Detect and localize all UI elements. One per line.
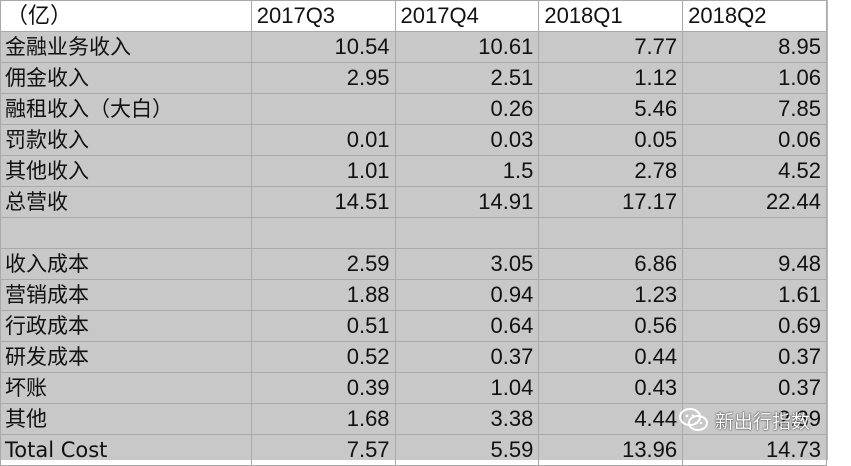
value-cell[interactable]: 1.61 [682, 279, 827, 311]
value-cell[interactable]: 0.56 [538, 310, 684, 342]
value-cell[interactable]: 5.46 [538, 93, 684, 125]
header-row: （亿） 2017Q3 2017Q4 2018Q1 2018Q2 [0, 0, 827, 32]
value-cell[interactable]: 1.04 [394, 372, 540, 404]
value-cell[interactable]: 1.88 [250, 279, 396, 311]
value-cell[interactable]: 7.57 [250, 434, 396, 466]
row-label-cell[interactable]: 行政成本 [0, 310, 252, 342]
table-row: 罚款收入 0.01 0.03 0.05 0.06 [0, 124, 827, 156]
value-cell[interactable] [394, 217, 540, 249]
row-label-cell[interactable]: 营销成本 [0, 279, 252, 311]
row-label-cell[interactable]: 金融业务收入 [0, 31, 252, 63]
row-label-cell[interactable]: 融租收入（大白） [0, 93, 252, 125]
value-cell[interactable]: 2.59 [250, 248, 396, 280]
value-cell[interactable]: 0.05 [538, 124, 684, 156]
value-cell[interactable]: 22.44 [682, 186, 827, 218]
value-cell[interactable]: 3.05 [394, 248, 540, 280]
table-row: 营销成本 1.88 0.94 1.23 1.61 [0, 279, 827, 311]
value-cell[interactable]: 0.51 [250, 310, 396, 342]
value-cell[interactable]: 14.51 [250, 186, 396, 218]
value-cell[interactable]: 3.38 [394, 403, 540, 435]
sheet-right-margin [827, 0, 851, 460]
value-cell[interactable]: 2.95 [250, 62, 396, 94]
value-cell[interactable]: 1.68 [250, 403, 396, 435]
value-cell[interactable]: 1.06 [682, 62, 827, 94]
value-cell[interactable]: 0.37 [682, 341, 827, 373]
table-row: 金融业务收入 10.54 10.61 7.77 8.95 [0, 31, 827, 63]
header-cell-2017q4[interactable]: 2017Q4 [394, 0, 540, 32]
value-cell[interactable]: 0.39 [250, 372, 396, 404]
value-cell[interactable]: 10.61 [394, 31, 540, 63]
value-cell[interactable]: 1.5 [394, 155, 540, 187]
header-cell-unit[interactable]: （亿） [0, 0, 252, 32]
value-cell[interactable]: 0.03 [394, 124, 540, 156]
value-cell[interactable]: 0.69 [682, 310, 827, 342]
row-label-cell[interactable]: 佣金收入 [0, 62, 252, 94]
value-cell[interactable]: 1.12 [538, 62, 684, 94]
row-label-cell[interactable]: Total Cost [0, 434, 252, 466]
value-cell[interactable]: 0.37 [682, 372, 827, 404]
value-cell[interactable]: 0.44 [538, 341, 684, 373]
value-cell[interactable]: 0.52 [250, 341, 396, 373]
value-cell[interactable]: 0.06 [682, 124, 827, 156]
value-cell[interactable] [682, 217, 827, 249]
header-cell-2018q2[interactable]: 2018Q2 [682, 0, 827, 32]
value-cell[interactable]: 17.17 [538, 186, 684, 218]
value-cell[interactable]: 0.37 [394, 341, 540, 373]
value-cell[interactable]: 1.23 [538, 279, 684, 311]
value-cell[interactable]: 4.52 [682, 155, 827, 187]
table-row: 收入成本 2.59 3.05 6.86 9.48 [0, 248, 827, 280]
value-cell[interactable] [538, 217, 684, 249]
table-row: Total Cost 7.57 5.59 13.96 14.73 [0, 434, 827, 466]
value-cell[interactable]: 6.86 [538, 248, 684, 280]
value-cell[interactable]: 0.94 [394, 279, 540, 311]
value-cell[interactable]: 0.43 [538, 372, 684, 404]
value-cell[interactable]: 7.77 [538, 31, 684, 63]
value-cell[interactable]: 0.26 [394, 93, 540, 125]
value-cell[interactable] [250, 217, 396, 249]
table-row: 其他收入 1.01 1.5 2.78 4.52 [0, 155, 827, 187]
table-row: 研发成本 0.52 0.37 0.44 0.37 [0, 341, 827, 373]
value-cell[interactable]: 1.01 [250, 155, 396, 187]
value-cell[interactable]: 10.54 [250, 31, 396, 63]
value-cell[interactable] [250, 93, 396, 125]
spreadsheet-grid: （亿） 2017Q3 2017Q4 2018Q1 2018Q2 金融业务收入 10… [0, 0, 827, 466]
value-cell[interactable]: 14.91 [394, 186, 540, 218]
table-row [0, 217, 827, 249]
value-cell[interactable]: 4.44 [538, 403, 684, 435]
row-label-cell[interactable]: 收入成本 [0, 248, 252, 280]
table-row: 其他 1.68 3.38 4.44 2.39 [0, 403, 827, 435]
table-row: 总营收 14.51 14.91 17.17 22.44 [0, 186, 827, 218]
value-cell[interactable]: 7.85 [682, 93, 827, 125]
header-cell-2018q1[interactable]: 2018Q1 [538, 0, 684, 32]
value-cell[interactable]: 8.95 [682, 31, 827, 63]
value-cell[interactable]: 0.01 [250, 124, 396, 156]
table-row: 行政成本 0.51 0.64 0.56 0.69 [0, 310, 827, 342]
table-row: 坏账 0.39 1.04 0.43 0.37 [0, 372, 827, 404]
table-row: 佣金收入 2.95 2.51 1.12 1.06 [0, 62, 827, 94]
value-cell[interactable]: 2.51 [394, 62, 540, 94]
spreadsheet-area: （亿） 2017Q3 2017Q4 2018Q1 2018Q2 金融业务收入 10… [0, 0, 827, 466]
row-label-cell[interactable]: 其他收入 [0, 155, 252, 187]
row-label-cell[interactable]: 研发成本 [0, 341, 252, 373]
row-label-cell[interactable]: 罚款收入 [0, 124, 252, 156]
value-cell[interactable]: 14.73 [682, 434, 827, 466]
value-cell[interactable]: 9.48 [682, 248, 827, 280]
table-row: 融租收入（大白） 0.26 5.46 7.85 [0, 93, 827, 125]
value-cell[interactable]: 0.64 [394, 310, 540, 342]
row-label-cell[interactable]: 其他 [0, 403, 252, 435]
value-cell[interactable]: 2.78 [538, 155, 684, 187]
value-cell[interactable]: 13.96 [538, 434, 684, 466]
row-label-cell[interactable] [0, 217, 252, 249]
row-label-cell[interactable]: 总营收 [0, 186, 252, 218]
row-label-cell[interactable]: 坏账 [0, 372, 252, 404]
header-cell-2017q3[interactable]: 2017Q3 [250, 0, 396, 32]
value-cell[interactable]: 5.59 [394, 434, 540, 466]
value-cell[interactable]: 2.39 [682, 403, 827, 435]
